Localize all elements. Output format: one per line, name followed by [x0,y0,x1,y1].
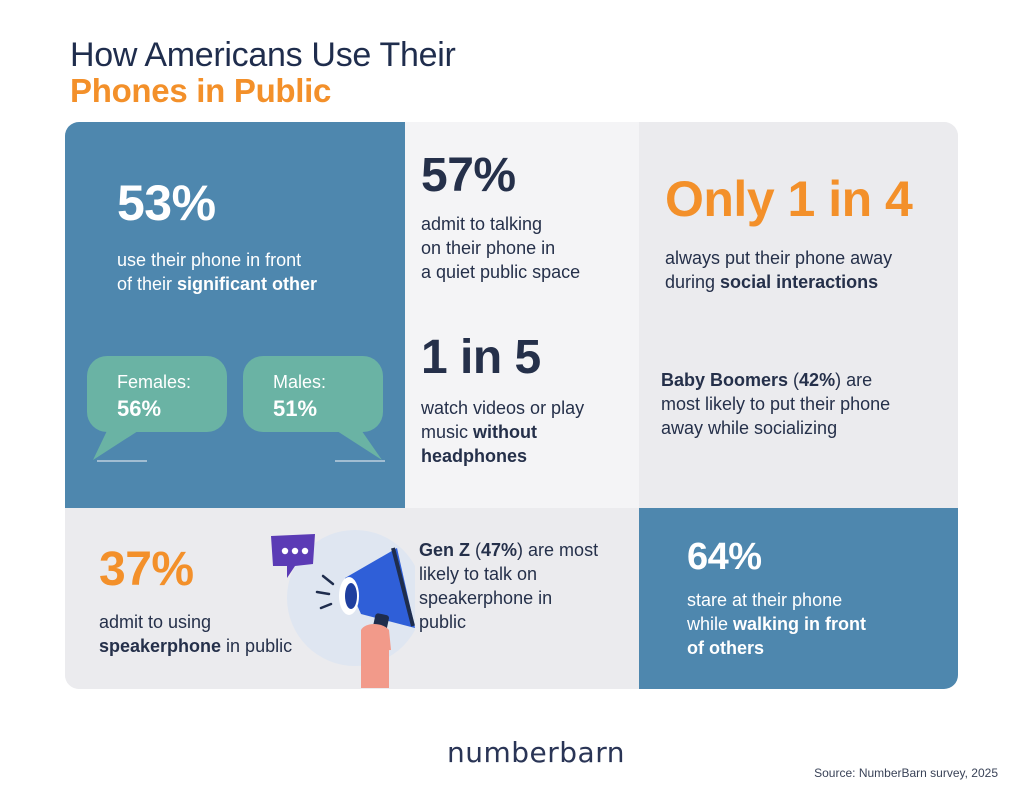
stat-value: 53% [117,175,216,231]
stat-description: use their phone in front of their signif… [117,250,318,294]
stat-value: 57% [421,149,516,202]
stat-card-walking: 64% stare at their phone while walking i… [639,508,958,689]
males-label: Males: [273,372,327,392]
page-title-line2: Phones in Public [70,72,332,109]
stat-description: admit to talking on their phone in a qui… [421,214,581,282]
stat-description: always put their phone away during socia… [665,248,893,292]
stat-description: stare at their phone while walking in fr… [687,590,867,658]
stat-value: 37% [99,543,194,596]
stat-card-quiet-space: 57% admit to talking on their phone in a… [405,122,639,508]
stats-panel: 53% use their phone in front of their si… [65,122,958,689]
genz-note: Gen Z (47%) are most likely to talk on s… [419,540,599,632]
source-note: Source: NumberBarn survey, 2025 [814,766,998,780]
megaphone-icon [271,530,415,688]
stat-card-speakerphone: 37% admit to using speakerphone in publi… [65,508,639,689]
boomers-note: Baby Boomers (42%) are most likely to pu… [661,370,891,438]
females-label: Females: [117,372,192,392]
stat-value: Only 1 in 4 [665,171,913,227]
stat-description-headphones: watch videos or play music without headp… [421,398,585,466]
page-title-line1: How Americans Use Their [70,36,456,74]
brand-logo: numberbarn [447,736,625,769]
stat-card-significant-other: 53% use their phone in front of their si… [65,122,405,508]
stat-description: admit to using speakerphone in public [99,612,293,656]
males-value: 51% [273,396,318,421]
chat-bubble-icon [271,534,315,578]
stat-card-phone-away: Only 1 in 4 always put their phone away … [639,122,958,508]
stat-value-headphones: 1 in 5 [421,331,541,384]
females-value: 56% [117,396,162,421]
stat-value: 64% [687,536,762,578]
